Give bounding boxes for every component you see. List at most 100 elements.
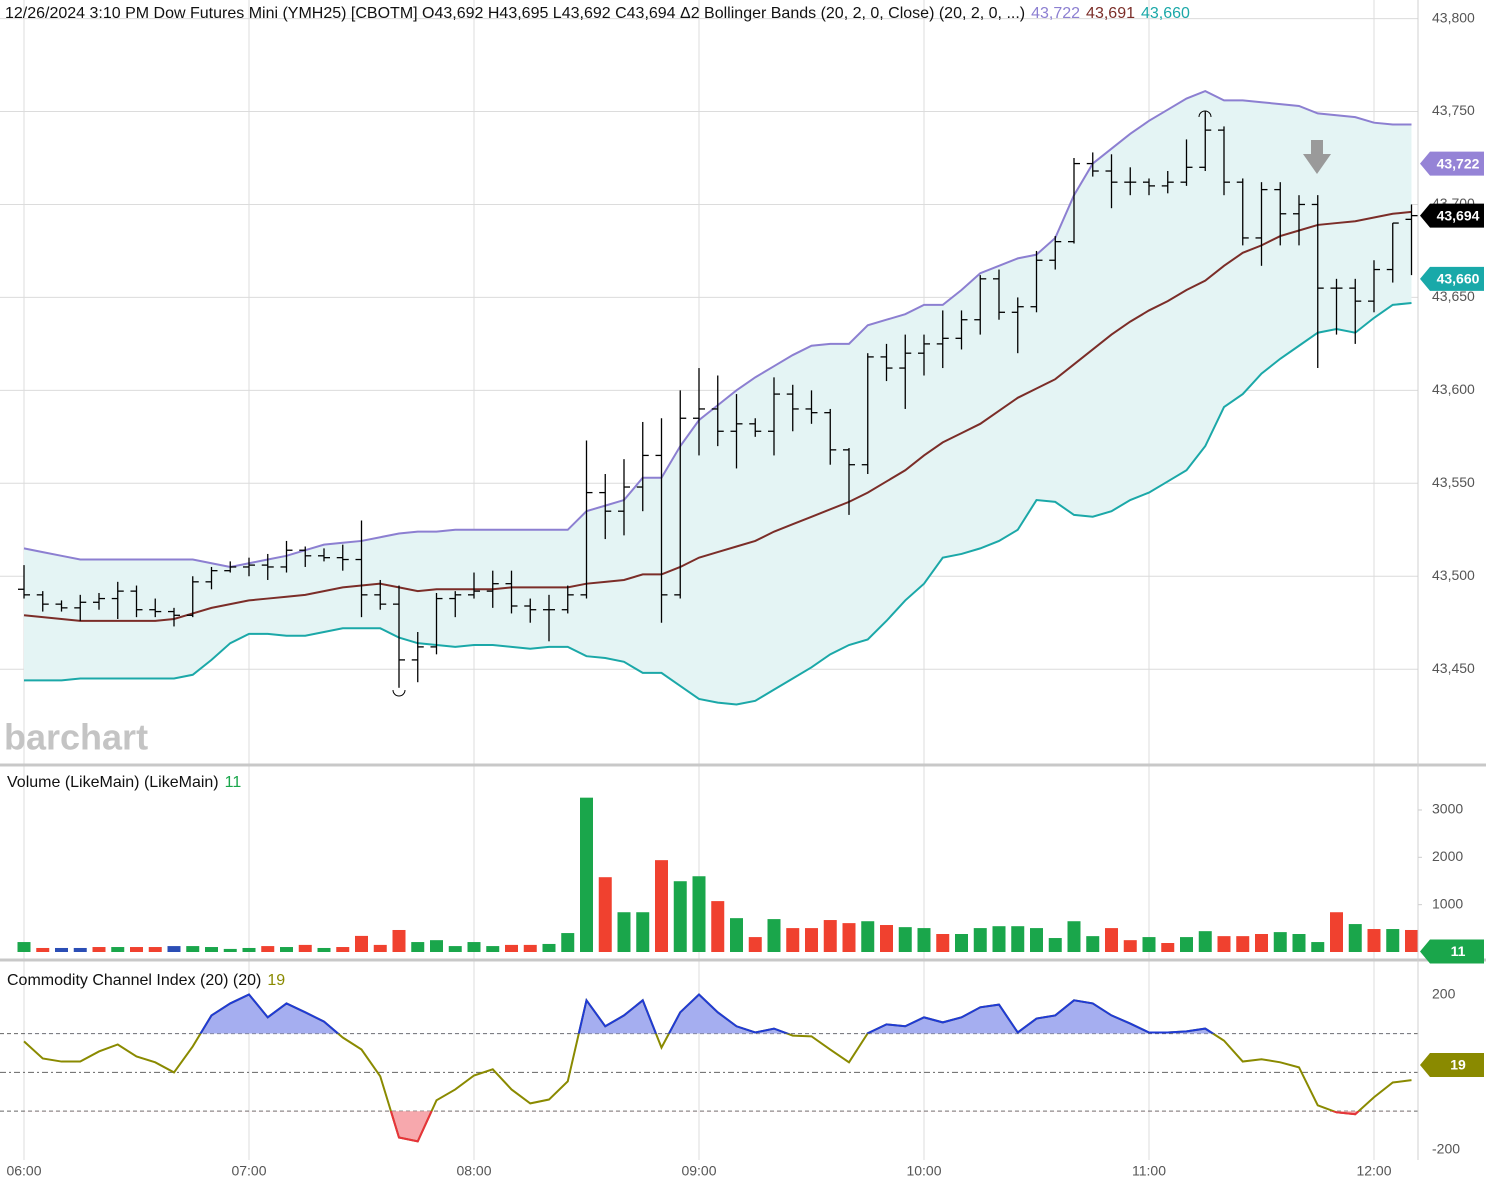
axis-value-tag — [1420, 1053, 1484, 1078]
chart-header: 12/26/2024 3:10 PM Dow Futures Mini (YMH… — [5, 5, 1190, 22]
volume-bar — [1086, 936, 1100, 952]
y-tick-label: 43,500 — [1432, 567, 1475, 583]
volume-bar — [898, 927, 912, 952]
volume-bar — [561, 933, 575, 952]
watermark: barchart — [4, 717, 148, 758]
volume-bar — [1161, 943, 1175, 952]
x-tick-label: 06:00 — [6, 1163, 41, 1179]
volume-bar — [1311, 942, 1325, 952]
volume-bar — [880, 925, 893, 952]
volume-bar — [1123, 940, 1137, 952]
volume-bar — [130, 947, 143, 952]
volume-bar — [186, 946, 200, 952]
volume-bar — [55, 947, 68, 952]
volume-bar — [936, 934, 950, 952]
volume-bar — [861, 921, 875, 952]
volume-bar — [823, 920, 837, 952]
volume-bar — [673, 881, 687, 952]
pane-title: Volume (LikeMain) (LikeMain) 11 — [7, 774, 241, 791]
x-tick-label: 11:00 — [1132, 1163, 1166, 1179]
volume-bar — [1330, 912, 1343, 952]
x-tick-label: 08:00 — [456, 1163, 491, 1179]
volume-bar — [1405, 929, 1418, 952]
volume-bar — [1367, 929, 1381, 952]
cci-overbought-fill — [200, 994, 1214, 1034]
axis-value-label: 43,694 — [1437, 207, 1480, 223]
volume-bar — [467, 942, 481, 952]
y-tick-label: 43,600 — [1432, 381, 1475, 397]
low-marker — [392, 689, 406, 697]
y-tick-label: 200 — [1432, 986, 1456, 1002]
y-tick-label: 43,800 — [1432, 9, 1475, 25]
volume-bar — [280, 947, 293, 952]
x-tick-label: 09:00 — [681, 1163, 716, 1179]
axis-value-tag — [1420, 203, 1484, 228]
volume-bar — [1142, 937, 1156, 952]
volume-bar — [298, 944, 312, 952]
volume-bar — [1236, 936, 1250, 952]
volume-bar — [1105, 928, 1118, 952]
y-tick-label: 43,450 — [1432, 660, 1475, 676]
volume-bar — [148, 947, 162, 952]
volume-bar — [805, 928, 818, 952]
axis-value-tag — [1420, 151, 1484, 176]
volume-bar — [336, 947, 350, 952]
axis-value-label: 43,660 — [1437, 271, 1480, 287]
y-tick-label: 43,650 — [1432, 288, 1475, 304]
volume-bar — [167, 946, 181, 952]
volume-bar — [205, 947, 218, 952]
volume-bar — [767, 919, 781, 952]
cci-line-overbought — [199, 993, 1215, 1034]
band-line — [23, 210, 1412, 622]
x-tick-label: 07:00 — [231, 1163, 266, 1179]
volume-bar — [242, 947, 256, 952]
y-tick-label: 2000 — [1432, 848, 1463, 864]
volume-bar — [1180, 937, 1193, 952]
y-tick-label: 43,750 — [1432, 102, 1475, 118]
volume-bar — [261, 946, 275, 952]
legend-value: 43,691 — [1086, 5, 1135, 22]
volume-bar — [730, 918, 743, 952]
x-tick-label: 10:00 — [906, 1163, 941, 1179]
volume-bar — [73, 947, 87, 952]
volume-bar — [1198, 931, 1212, 952]
volume-bar — [111, 947, 125, 952]
y-tick-label: 1000 — [1432, 895, 1463, 911]
volume-bar — [17, 942, 31, 952]
volume-bar — [955, 934, 968, 952]
signal-arrow — [1303, 140, 1331, 174]
axis-value-label: 19 — [1450, 1057, 1466, 1073]
axis-value-tag — [1420, 939, 1484, 964]
axis-value-tag — [1420, 266, 1484, 291]
pane-title-value: 11 — [225, 774, 242, 791]
x-tick-label: 12:00 — [1356, 1163, 1391, 1179]
axis-value-label: 11 — [1451, 943, 1466, 959]
chart-title: 12/26/2024 3:10 PM Dow Futures Mini (YMH… — [5, 5, 1025, 22]
pane-title-value: 19 — [267, 972, 285, 989]
volume-bar — [1217, 936, 1231, 952]
legend-value: 43,660 — [1141, 5, 1190, 22]
volume-bar — [1048, 938, 1062, 952]
volume-bar — [92, 947, 106, 952]
volume-bar — [1386, 929, 1400, 952]
mark-layer — [17, 89, 1418, 1143]
y-tick-label: 43,550 — [1432, 474, 1475, 490]
volume-bar — [411, 942, 425, 952]
volume-bar — [542, 943, 556, 952]
band-fill — [24, 91, 1412, 705]
band-line — [24, 302, 1412, 706]
volume-bar — [430, 940, 443, 952]
volume-bar — [973, 928, 987, 952]
volume-bar — [448, 946, 462, 952]
legend-value: 43,722 — [1031, 5, 1080, 22]
volume-bar — [1273, 932, 1287, 952]
y-tick-label: 3000 — [1432, 801, 1463, 817]
pane-title: Commodity Channel Index (20) (20) 19 — [7, 972, 285, 989]
volume-bar — [1292, 934, 1306, 952]
volume-bar — [617, 912, 631, 952]
volume-bar — [505, 944, 518, 952]
volume-bar — [36, 947, 50, 952]
volume-bar — [373, 944, 387, 952]
label-layer: 06:00 07:00 08:00 09:00 10:00 11:00 12:00 43,45… — [5, 5, 1484, 1179]
